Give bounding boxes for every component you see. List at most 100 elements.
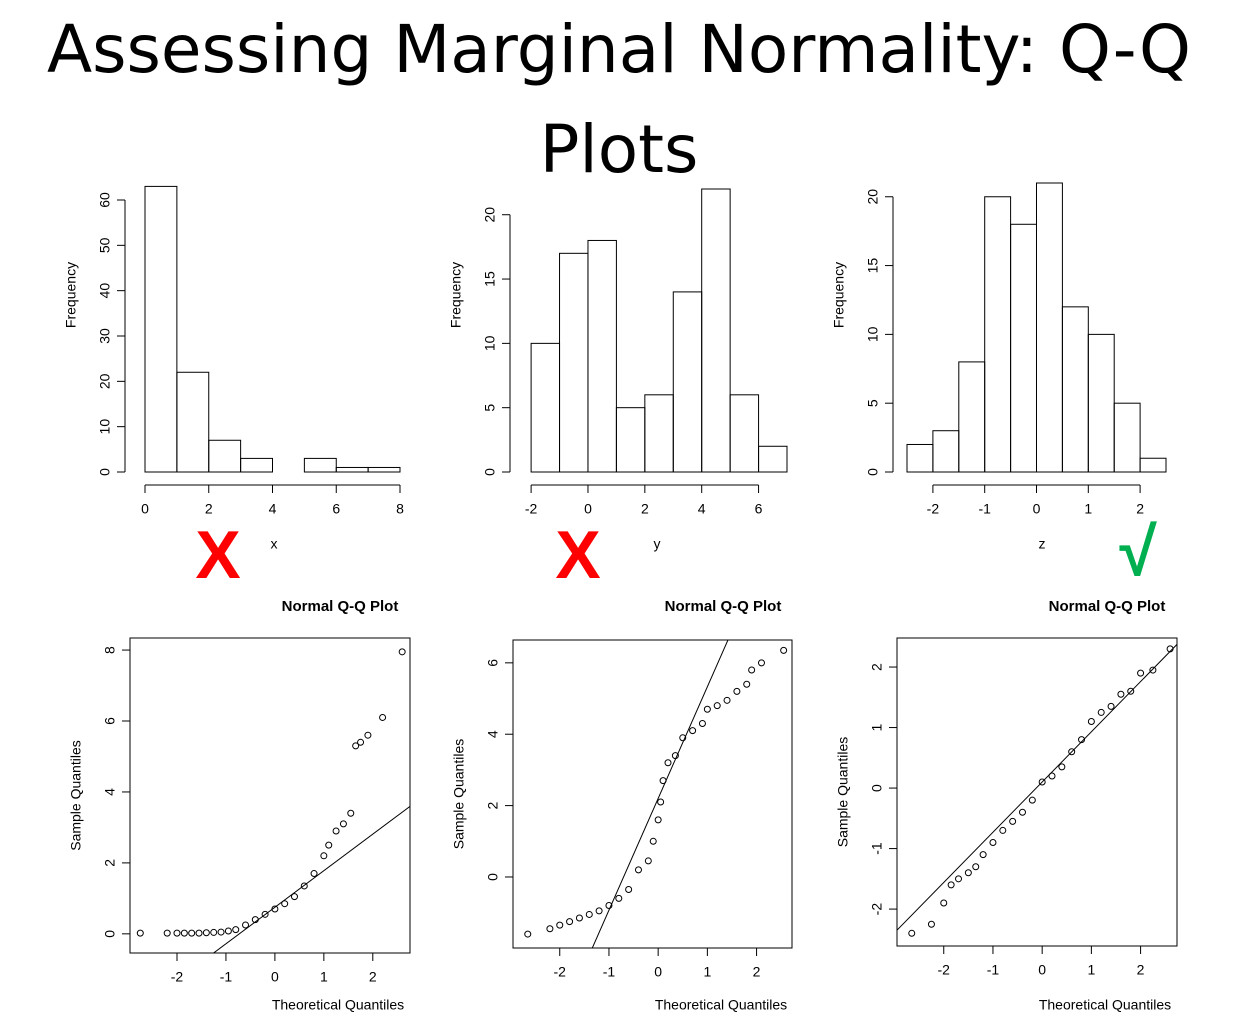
qq-point	[180, 929, 188, 937]
y-tick-label: 2	[869, 663, 885, 671]
qq-point	[757, 659, 765, 667]
y-tick-label: 10	[482, 335, 498, 351]
histogram-bar	[240, 457, 273, 473]
x-tick-label: 2	[1136, 501, 1144, 517]
qq-point	[634, 866, 642, 874]
plot-title: Normal Q-Q Plot	[1049, 598, 1166, 615]
qq-point	[713, 702, 721, 710]
qq-point	[352, 742, 360, 750]
y-tick-label: 50	[97, 237, 113, 253]
qq-point	[242, 921, 250, 929]
qq-point	[908, 929, 916, 937]
y-tick-label: 15	[482, 271, 498, 287]
y-axis-label: Frequency	[831, 262, 847, 328]
qq-point	[689, 727, 697, 735]
histogram-bar	[701, 188, 731, 473]
histogram-bar	[144, 185, 178, 473]
y-tick-label: 0	[482, 468, 498, 476]
plot-box	[512, 639, 793, 949]
histogram-bar	[1061, 306, 1089, 473]
qq-line	[212, 805, 410, 953]
qq-point	[780, 646, 788, 654]
y-axis-label: Frequency	[63, 262, 79, 328]
qq-point	[979, 851, 987, 859]
x-tick-label: 0	[654, 964, 662, 980]
histogram-bar	[1010, 223, 1037, 473]
qq-point	[332, 827, 340, 835]
qq-point	[649, 837, 657, 845]
x-tick-label: 2	[205, 501, 213, 517]
y-axis-label: Sample Quantiles	[451, 739, 467, 850]
qq-point	[136, 929, 144, 937]
qq-point	[347, 809, 355, 817]
qq-point	[281, 900, 289, 908]
histogram-bar	[303, 457, 337, 473]
y-tick-label: 20	[482, 207, 498, 223]
qq-point	[743, 680, 751, 688]
y-tick-label: 8	[102, 646, 118, 654]
plot-box	[129, 637, 411, 954]
x-tick-label: 2	[753, 964, 761, 980]
qq-point	[357, 738, 365, 746]
qq-line	[591, 640, 729, 948]
x-tick-label: 2	[1137, 962, 1145, 978]
qq-point	[261, 910, 269, 918]
qq-point	[163, 929, 171, 937]
qq-point	[657, 798, 665, 806]
x-tick-label: -2	[554, 964, 567, 980]
y-tick-label: 6	[102, 717, 118, 725]
histogram-bar	[958, 361, 986, 473]
histogram-bar	[208, 439, 242, 473]
qq-point	[1127, 687, 1135, 695]
qq-point	[671, 752, 679, 760]
y-tick-label: 30	[97, 328, 113, 344]
histogram-bar	[672, 291, 703, 473]
x-tick-label: 0	[141, 501, 149, 517]
y-tick-label: 0	[102, 930, 118, 938]
x-tick-label: 8	[396, 501, 404, 517]
qq-point	[999, 826, 1007, 834]
verdict-mark: √	[1119, 514, 1157, 590]
x-axis-label: y	[654, 536, 661, 552]
qq-point	[398, 648, 406, 656]
y-tick-label: 6	[485, 659, 501, 667]
qq-point	[748, 666, 756, 674]
y-tick-label: 4	[485, 730, 501, 738]
y-tick-label: 15	[865, 258, 881, 274]
x-tick-label: 4	[269, 501, 277, 517]
qq-point	[733, 687, 741, 695]
qq-point	[679, 734, 687, 742]
qq-point	[1097, 708, 1105, 716]
x-tick-label: -1	[220, 969, 233, 985]
histogram-bar	[729, 394, 760, 473]
qq-point	[271, 905, 279, 913]
x-tick-label: -1	[603, 964, 616, 980]
qq-point	[232, 926, 240, 934]
qq-point	[605, 902, 613, 910]
qq-point	[723, 696, 731, 704]
x-tick-label: -2	[938, 962, 951, 978]
qq-point	[1038, 778, 1046, 786]
qq-line	[897, 644, 1177, 931]
qq-point	[1107, 702, 1115, 710]
qq-point	[1018, 808, 1026, 816]
histogram-bar	[758, 445, 788, 473]
qq-point	[989, 839, 997, 847]
qq-point	[1149, 666, 1157, 674]
qq-point	[1117, 690, 1125, 698]
x-tick-label: 4	[698, 501, 706, 517]
y-tick-label: 20	[97, 373, 113, 389]
y-tick-label: -1	[869, 842, 885, 855]
qq-point	[195, 929, 203, 937]
qq-point	[339, 820, 347, 828]
plot-title: Normal Q-Q Plot	[665, 598, 782, 615]
qq-point	[972, 863, 980, 871]
qq-point	[654, 816, 662, 824]
histogram-bar	[906, 443, 934, 473]
x-tick-label: -2	[525, 501, 538, 517]
qq-point	[615, 894, 623, 902]
qq-point	[320, 852, 328, 860]
y-tick-label: 10	[97, 419, 113, 435]
histogram-bar	[932, 430, 960, 473]
histogram-bar	[367, 466, 401, 473]
